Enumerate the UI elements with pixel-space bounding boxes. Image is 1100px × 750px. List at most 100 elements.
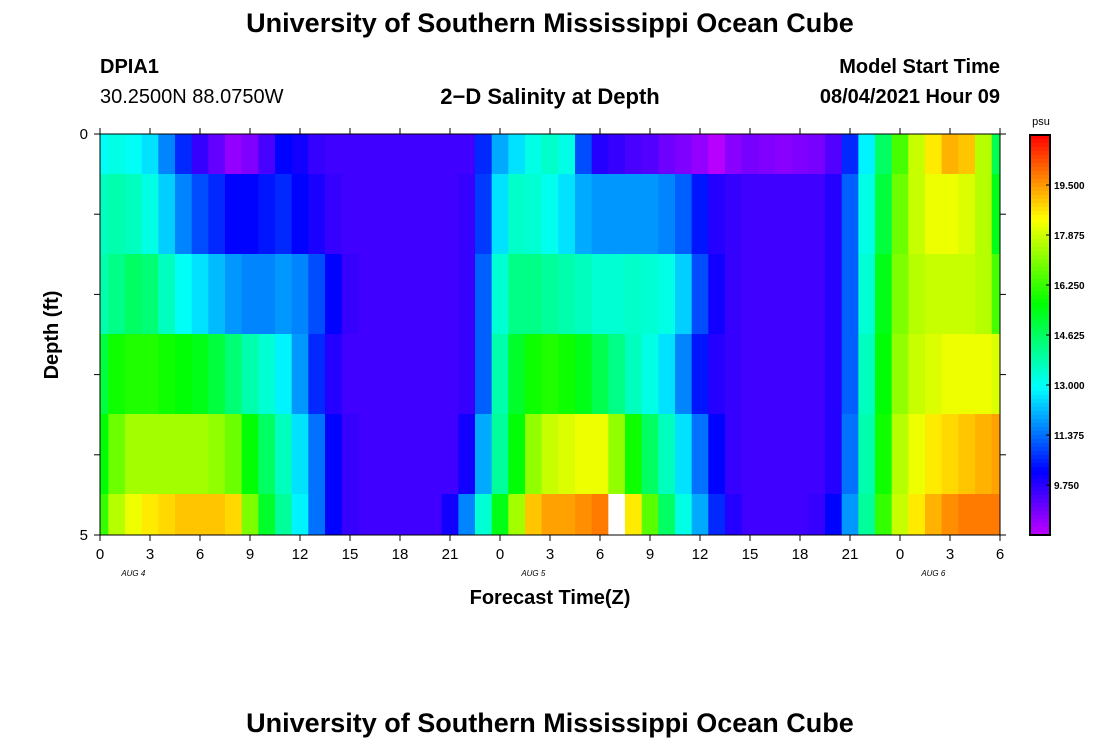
heatmap-cell [841, 134, 859, 174]
heatmap-cell [425, 174, 443, 254]
heatmap-cell [691, 494, 709, 535]
heatmap-cell [658, 174, 676, 254]
colorbar-segment [1030, 191, 1050, 196]
heatmap-cell [308, 334, 326, 414]
heatmap-cell [141, 134, 159, 174]
heatmap-cell [241, 494, 259, 535]
colorbar-segment [1030, 323, 1050, 328]
heatmap-cell [908, 414, 926, 494]
heatmap-cell [791, 174, 809, 254]
heatmap-cell [508, 334, 526, 414]
colorbar-segment [1030, 279, 1050, 284]
heatmap-cell [558, 414, 576, 494]
heatmap-cell [908, 334, 926, 414]
colorbar-segment [1030, 243, 1050, 248]
heatmap-cell [691, 254, 709, 334]
colorbar-segment [1030, 219, 1050, 224]
heatmap-cell [191, 174, 209, 254]
heatmap-cell [658, 134, 676, 174]
heatmap-cell [341, 174, 359, 254]
heatmap-cell [108, 174, 126, 254]
heatmap-cell [375, 134, 393, 174]
heatmap-cell [825, 254, 843, 334]
colorbar-segment [1030, 143, 1050, 148]
heatmap-cells [100, 134, 1001, 535]
heatmap-cell [858, 254, 876, 334]
heatmap-cell [591, 174, 609, 254]
colorbar-segment [1030, 163, 1050, 168]
heatmap-cell [100, 254, 109, 334]
y-tick-label: 5 [80, 527, 88, 544]
heatmap-cell [175, 494, 193, 535]
colorbar-tick-label: 17.875 [1054, 231, 1085, 242]
heatmap-cell [508, 414, 526, 494]
colorbar-segment [1030, 415, 1050, 420]
heatmap-cell [708, 174, 726, 254]
heatmap-cell [958, 494, 976, 535]
heatmap-cell [441, 494, 459, 535]
colorbar-segment [1030, 487, 1050, 492]
colorbar-segment [1030, 407, 1050, 412]
colorbar-segment [1030, 215, 1050, 220]
colorbar-segment [1030, 227, 1050, 232]
colorbar-segment [1030, 135, 1050, 140]
heatmap-cell [408, 494, 426, 535]
colorbar-segment [1030, 231, 1050, 236]
heatmap-cell [791, 254, 809, 334]
heatmap-cell [241, 174, 259, 254]
heatmap-cell [958, 134, 976, 174]
heatmap-cell [908, 134, 926, 174]
heatmap-cell [358, 134, 376, 174]
x-tick-label: 21 [442, 546, 459, 563]
x-tick-label: 9 [646, 546, 654, 563]
heatmap-cell [325, 414, 343, 494]
heatmap-cell [241, 254, 259, 334]
heatmap-cell [608, 174, 626, 254]
heatmap-cell [541, 414, 559, 494]
heatmap-cell [458, 174, 476, 254]
heatmap-cell [158, 254, 176, 334]
heatmap-cell [225, 174, 243, 254]
heatmap-cell [575, 174, 593, 254]
colorbar-segment [1030, 259, 1050, 264]
x-tick-label: 21 [842, 546, 859, 563]
heatmap-cell [475, 254, 493, 334]
heatmap-cell [741, 254, 759, 334]
colorbar-segment [1030, 155, 1050, 160]
heatmap-cell [741, 174, 759, 254]
heatmap-cell [141, 174, 159, 254]
heatmap-cell [491, 174, 509, 254]
colorbar-segment [1030, 287, 1050, 292]
heatmap-cell [925, 134, 943, 174]
heatmap-cell [391, 494, 409, 535]
heatmap-cell [458, 134, 476, 174]
colorbar-segment [1030, 331, 1050, 336]
colorbar-segment [1030, 183, 1050, 188]
colorbar-segment [1030, 171, 1050, 176]
heatmap-cell [658, 414, 676, 494]
heatmap-cell [125, 174, 143, 254]
heatmap-cell [591, 334, 609, 414]
colorbar-segment [1030, 319, 1050, 324]
heatmap-cell [758, 174, 776, 254]
heatmap-cell [675, 174, 693, 254]
heatmap-cell [675, 134, 693, 174]
heatmap-cell [775, 414, 793, 494]
colorbar-segment [1030, 211, 1050, 216]
colorbar-segment [1030, 139, 1050, 144]
heatmap-cell [425, 414, 443, 494]
heatmap-cell [341, 134, 359, 174]
heatmap-cell [975, 334, 993, 414]
heatmap-cell [108, 414, 126, 494]
colorbar-segment [1030, 351, 1050, 356]
heatmap-cell [691, 134, 709, 174]
heatmap-cell [908, 254, 926, 334]
heatmap-cell [291, 134, 309, 174]
heatmap-cell [408, 254, 426, 334]
colorbar-segment [1030, 419, 1050, 424]
heatmap-cell [975, 174, 993, 254]
heatmap-cell [625, 134, 643, 174]
heatmap-cell [408, 134, 426, 174]
heatmap-cell [675, 254, 693, 334]
colorbar-segment [1030, 267, 1050, 272]
